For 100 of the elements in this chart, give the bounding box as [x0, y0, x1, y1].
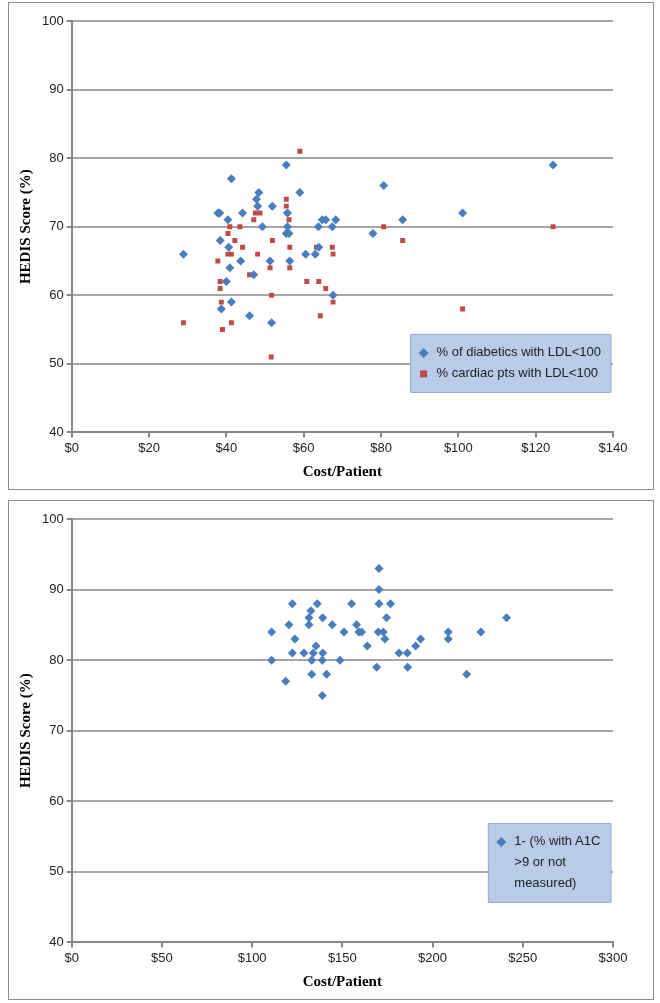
y-tick-label: 40	[49, 423, 64, 439]
x-tick-label: $120	[521, 439, 551, 455]
point	[269, 292, 275, 298]
y-tick-label: 80	[49, 149, 64, 165]
point	[216, 304, 226, 314]
point	[502, 613, 512, 623]
y-tick-label: 100	[41, 12, 64, 28]
point	[281, 676, 291, 686]
point	[327, 222, 337, 232]
point	[550, 224, 556, 230]
point	[374, 599, 384, 609]
point	[297, 148, 303, 154]
x-axis-title: Cost/Patient	[302, 462, 382, 479]
point	[290, 634, 300, 644]
point	[548, 160, 558, 170]
point	[386, 599, 396, 609]
point	[267, 627, 277, 637]
point	[255, 251, 261, 257]
point	[443, 634, 453, 644]
point	[304, 620, 314, 630]
point	[287, 599, 297, 609]
y-axis-title: HEDIS Score (%)	[16, 673, 34, 789]
point	[224, 242, 234, 252]
point	[330, 299, 336, 305]
point	[283, 203, 289, 209]
point	[225, 231, 231, 237]
y-tick-label: 80	[49, 651, 64, 667]
x-tick-label: $0	[64, 439, 79, 455]
point	[215, 235, 225, 245]
point	[217, 285, 223, 291]
point	[225, 263, 235, 273]
x-tick-label: $20	[138, 439, 160, 455]
y-tick-label: 60	[49, 286, 64, 302]
point	[318, 613, 328, 623]
point	[307, 669, 317, 679]
point	[217, 279, 223, 285]
legend-label: 1- (% with A1C >9 or not measured)	[514, 833, 601, 891]
point	[308, 648, 318, 658]
point	[347, 599, 357, 609]
point	[180, 320, 186, 326]
y-tick-label: 90	[49, 81, 64, 97]
point	[400, 237, 406, 243]
point	[287, 265, 293, 271]
point	[236, 256, 246, 266]
point	[178, 249, 188, 259]
point	[306, 606, 316, 616]
x-tick-label: $40	[215, 439, 238, 455]
point	[458, 208, 468, 218]
point	[240, 244, 246, 250]
point	[232, 237, 238, 243]
point	[257, 222, 267, 232]
x-tick-label: $200	[418, 949, 448, 965]
point	[352, 620, 362, 630]
point	[316, 279, 322, 285]
point	[269, 237, 275, 243]
point	[317, 313, 323, 319]
point	[331, 215, 341, 225]
x-tick-label: $50	[151, 949, 173, 965]
point	[362, 641, 372, 651]
point	[301, 249, 311, 259]
point	[223, 215, 233, 225]
point	[285, 256, 295, 266]
point	[227, 224, 233, 230]
point	[281, 160, 291, 170]
point	[218, 299, 224, 305]
x-tick-label: $140	[598, 439, 628, 455]
point	[372, 662, 382, 672]
point	[374, 585, 384, 595]
y-tick-label: 100	[41, 510, 64, 526]
point	[310, 249, 320, 259]
point	[295, 187, 305, 197]
point	[221, 277, 231, 287]
y-tick-label: 50	[49, 863, 64, 879]
point	[267, 265, 273, 271]
point	[251, 217, 257, 223]
point	[398, 215, 408, 225]
x-tick-label: $0	[64, 949, 79, 965]
point	[314, 242, 324, 252]
y-tick-label: 40	[49, 933, 64, 949]
point	[311, 641, 321, 651]
point	[317, 690, 327, 700]
point	[287, 648, 297, 658]
point	[253, 201, 263, 211]
point	[330, 251, 336, 257]
point	[379, 181, 389, 191]
point	[327, 620, 337, 630]
point	[394, 648, 404, 658]
x-tick-label: $300	[598, 949, 628, 965]
point	[322, 669, 332, 679]
point	[476, 627, 486, 637]
point	[416, 634, 426, 644]
point	[267, 655, 277, 665]
y-tick-label: 50	[49, 355, 64, 371]
point	[307, 655, 317, 665]
point	[329, 244, 335, 250]
x-tick-label: $80	[370, 439, 392, 455]
point	[335, 655, 345, 665]
x-axis-title: Cost/Patient	[302, 972, 382, 989]
y-tick-label: 70	[49, 218, 64, 234]
point	[238, 208, 248, 218]
